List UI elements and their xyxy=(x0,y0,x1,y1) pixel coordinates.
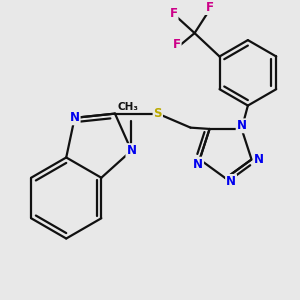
Text: N: N xyxy=(193,158,203,171)
Text: N: N xyxy=(126,144,136,157)
Text: F: F xyxy=(173,38,181,51)
Text: N: N xyxy=(226,175,236,188)
Text: N: N xyxy=(254,153,264,166)
Text: F: F xyxy=(169,7,178,20)
Text: N: N xyxy=(237,119,247,132)
Text: N: N xyxy=(70,111,80,124)
Text: F: F xyxy=(206,1,214,14)
Text: CH₃: CH₃ xyxy=(118,102,139,112)
Text: S: S xyxy=(154,107,162,120)
